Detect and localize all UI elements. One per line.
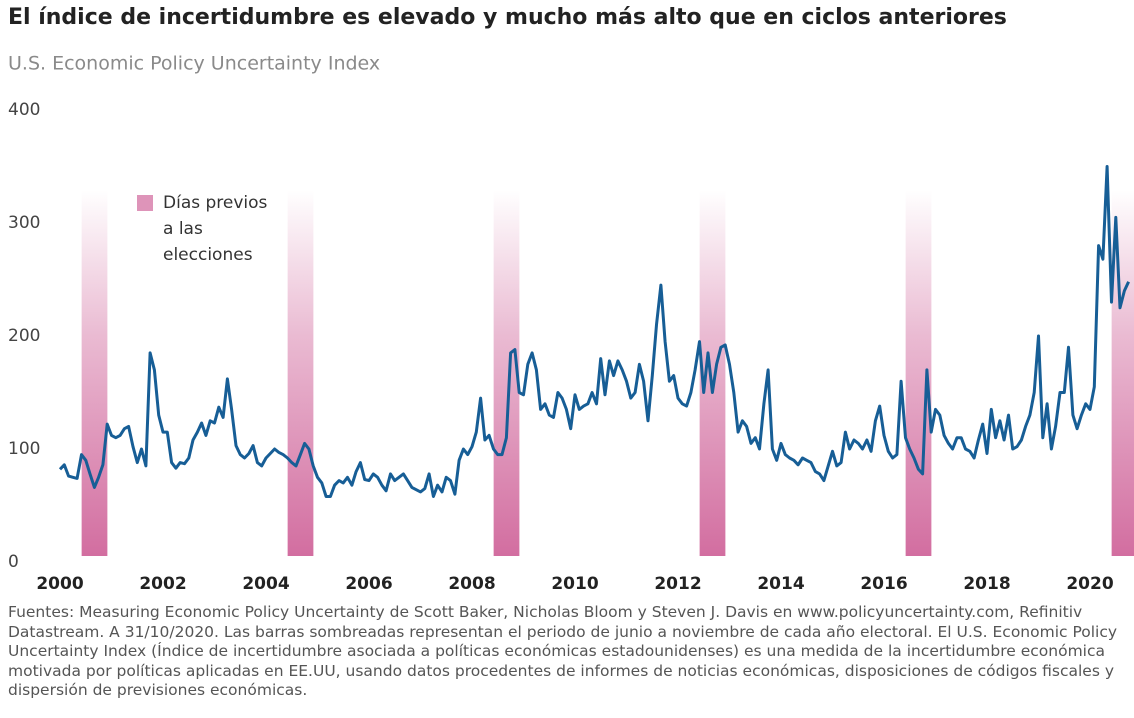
y-tick-label: 0 <box>8 552 19 572</box>
election-band <box>699 190 726 556</box>
legend-label: Días previos <box>163 193 268 213</box>
series-line <box>58 165 1130 498</box>
legend-swatch <box>137 195 153 211</box>
x-tick-label: 2002 <box>139 574 186 594</box>
election-band <box>493 190 520 556</box>
chart: El índice de incertidumbre es elevado y … <box>8 5 1134 594</box>
election-band <box>81 190 108 556</box>
election-band <box>1111 190 1134 556</box>
election-band <box>287 190 314 556</box>
x-tick-label: 2010 <box>551 574 598 594</box>
legend-label: elecciones <box>163 245 253 265</box>
chart-title: El índice de incertidumbre es elevado y … <box>8 5 1007 30</box>
x-tick-label: 2008 <box>448 574 495 594</box>
x-tick-label: 2000 <box>36 574 83 594</box>
x-tick-label: 2012 <box>654 574 701 594</box>
x-tick-label: 2018 <box>963 574 1010 594</box>
x-tick-label: 2006 <box>345 574 392 594</box>
x-tick-label: 2004 <box>242 574 289 594</box>
x-tick-label: 2016 <box>860 574 907 594</box>
chart-subtitle: U.S. Economic Policy Uncertainty Index <box>8 53 380 75</box>
y-tick-label: 300 <box>8 213 40 233</box>
legend-label: a las <box>163 219 203 239</box>
x-tick-label: 2014 <box>757 574 804 594</box>
y-tick-label: 400 <box>8 100 40 120</box>
y-tick-label: 200 <box>8 326 40 346</box>
x-tick-label: 2020 <box>1066 574 1113 594</box>
y-tick-label: 100 <box>8 439 40 459</box>
footnote: Fuentes: Measuring Economic Policy Uncer… <box>8 603 1118 699</box>
